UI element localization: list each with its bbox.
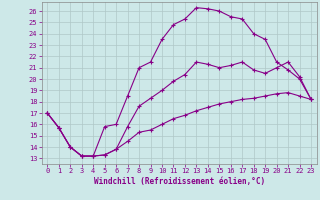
X-axis label: Windchill (Refroidissement éolien,°C): Windchill (Refroidissement éolien,°C) bbox=[94, 177, 265, 186]
